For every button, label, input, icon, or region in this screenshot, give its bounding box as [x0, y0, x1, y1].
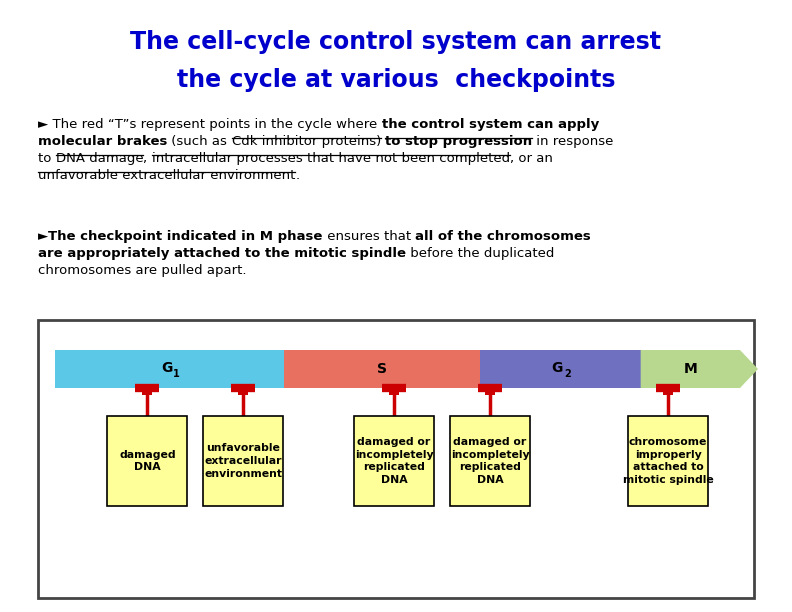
Text: S: S: [377, 362, 387, 376]
Bar: [108, 416, 188, 506]
Text: chromosome
improperly
attached to
mitotic spindle: chromosome improperly attached to mitoti…: [623, 437, 714, 485]
Text: G: G: [161, 361, 173, 375]
Bar: [55, 350, 284, 388]
Text: , or an: , or an: [510, 152, 553, 165]
Text: intracellular processes that have not been completed: intracellular processes that have not be…: [151, 152, 510, 165]
Text: unfavorable
extracellular
environment: unfavorable extracellular environment: [204, 443, 283, 479]
Text: ►: ►: [38, 230, 48, 243]
Text: ► The red “T”s represent points in the cycle where: ► The red “T”s represent points in the c…: [38, 118, 382, 131]
Text: ,: ,: [143, 152, 151, 165]
Bar: [284, 350, 480, 388]
Text: molecular brakes: molecular brakes: [38, 135, 167, 148]
Text: chromosomes are pulled apart.: chromosomes are pulled apart.: [38, 264, 246, 277]
Text: damaged or
incompletely
replicated
DNA: damaged or incompletely replicated DNA: [451, 437, 529, 485]
Text: the control system can apply: the control system can apply: [382, 118, 599, 131]
Bar: [628, 416, 708, 506]
Text: (such as: (such as: [167, 135, 231, 148]
Bar: [238, 388, 249, 395]
Polygon shape: [641, 350, 758, 388]
Text: damaged or
incompletely
replicated
DNA: damaged or incompletely replicated DNA: [355, 437, 433, 485]
Bar: [38, 320, 754, 598]
Text: all of the chromosomes: all of the chromosomes: [415, 230, 591, 243]
Text: Cdk inhibitor proteins): Cdk inhibitor proteins): [231, 135, 381, 148]
Bar: [663, 388, 673, 395]
Text: before the duplicated: before the duplicated: [406, 247, 554, 260]
Text: M: M: [683, 362, 697, 376]
Text: unfavorable extracellular environment: unfavorable extracellular environment: [38, 169, 295, 182]
Text: The cell-cycle control system can arrest: The cell-cycle control system can arrest: [131, 30, 661, 54]
Bar: [389, 388, 399, 395]
Text: G: G: [551, 361, 563, 375]
Text: in response: in response: [532, 135, 614, 148]
Bar: [485, 388, 495, 395]
Text: 2: 2: [564, 369, 570, 379]
Text: 1: 1: [173, 369, 180, 379]
Text: to stop progression: to stop progression: [385, 135, 532, 148]
Bar: [354, 416, 434, 506]
Text: are appropriately attached to the mitotic spindle: are appropriately attached to the mitoti…: [38, 247, 406, 260]
Text: The checkpoint indicated in M phase: The checkpoint indicated in M phase: [48, 230, 322, 243]
Text: the cycle at various  checkpoints: the cycle at various checkpoints: [177, 68, 615, 92]
Bar: [204, 416, 284, 506]
Text: .: .: [295, 169, 299, 182]
Bar: [480, 350, 641, 388]
Bar: [450, 416, 530, 506]
Bar: [143, 388, 153, 395]
Text: ensures that: ensures that: [322, 230, 415, 243]
Text: to: to: [38, 152, 55, 165]
Text: damaged
DNA: damaged DNA: [119, 450, 176, 472]
Text: DNA damage: DNA damage: [55, 152, 143, 165]
